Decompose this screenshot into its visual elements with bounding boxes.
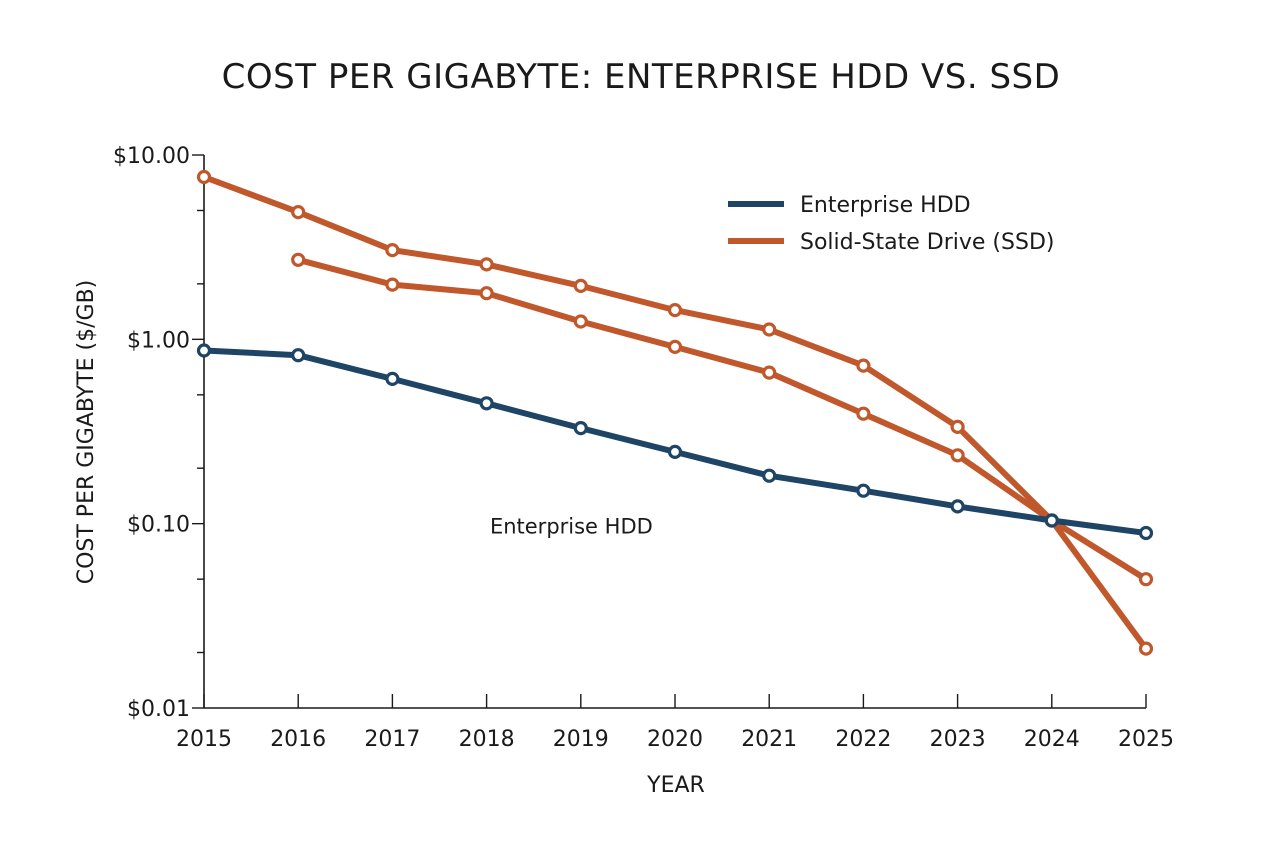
data-point	[196, 343, 212, 358]
x-tick-label: 2015	[176, 727, 232, 752]
data-point	[573, 314, 588, 329]
x-tick-label: 2024	[1024, 727, 1080, 752]
data-point	[856, 406, 871, 421]
data-point	[667, 339, 683, 354]
data-point	[1044, 513, 1059, 528]
data-point	[479, 257, 494, 272]
x-tick-label: 2022	[835, 727, 891, 752]
data-point	[950, 419, 965, 434]
data-point	[291, 348, 306, 363]
data-point	[667, 303, 683, 318]
series-line	[295, 256, 1149, 583]
data-point	[196, 169, 212, 185]
x-tick-label: 2021	[741, 727, 797, 752]
data-point	[479, 396, 494, 411]
data-point	[950, 499, 965, 514]
series-0	[196, 343, 1154, 541]
chart-title: COST PER GIGABYTE: ENTERPRISE HDD VS. SS…	[222, 57, 1061, 97]
data-point	[950, 448, 965, 463]
x-tick-label: 2020	[647, 727, 703, 752]
data-point	[385, 371, 400, 386]
y-tick-label: $0.01	[127, 697, 190, 722]
series-1	[196, 169, 1154, 656]
legend-item: Enterprise HDD	[728, 193, 971, 218]
series-layer	[196, 169, 1154, 656]
data-point	[1138, 525, 1154, 541]
x-tick-label: 2017	[364, 727, 420, 752]
x-tick-label: 2025	[1118, 727, 1174, 752]
series-line	[201, 347, 1149, 536]
series-2	[291, 252, 1154, 587]
data-point	[291, 205, 306, 220]
y-tick-label: $0.10	[127, 513, 190, 538]
y-axis-title: COST PER GIGABYTE ($/GB)	[74, 280, 99, 585]
x-tick-label: 2023	[930, 727, 986, 752]
x-axis-title: YEAR	[646, 773, 705, 798]
y-tick-label: $10.00	[113, 144, 190, 169]
data-point	[385, 277, 400, 292]
annotation-label: Enterprise HDD	[490, 515, 653, 539]
data-point	[1138, 572, 1154, 587]
legend-item: Solid-State Drive (SSD)	[728, 230, 1054, 255]
data-point	[573, 278, 588, 293]
data-point	[573, 421, 588, 436]
x-tick-label: 2016	[270, 727, 326, 752]
data-point	[762, 468, 777, 483]
data-point	[856, 358, 871, 373]
data-point	[479, 286, 494, 301]
axes: $10.00 $1.00 $0.10 $0.01 2015 2016 2017 2018 201…	[113, 144, 1174, 752]
legend-label: Enterprise HDD	[800, 193, 971, 218]
data-point	[385, 243, 400, 258]
data-point	[762, 365, 777, 380]
data-point	[762, 322, 777, 337]
annotations: Enterprise HDD	[490, 515, 653, 539]
data-point	[291, 252, 306, 267]
y-tick-label: $1.00	[127, 328, 190, 353]
data-point	[1138, 641, 1154, 656]
legend-label: Solid-State Drive (SSD)	[800, 230, 1054, 255]
data-point	[856, 483, 871, 498]
data-point	[667, 444, 683, 459]
x-tick-label: 2018	[459, 727, 515, 752]
x-tick-label: 2019	[553, 727, 609, 752]
legend: Enterprise HDD Solid-State Drive (SSD)	[728, 193, 1054, 255]
